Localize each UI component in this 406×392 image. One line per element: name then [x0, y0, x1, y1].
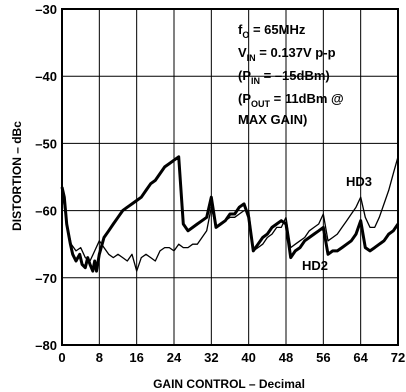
y-tick-label: –70 [35, 271, 57, 286]
x-tick-label: 32 [204, 350, 218, 365]
series-line-hd3 [61, 156, 399, 272]
annotation-line-1: fO = 65MHz [238, 22, 306, 40]
annotation-line-2: VIN = 0.137V p-p [238, 45, 336, 63]
x-tick-label: 56 [316, 350, 330, 365]
x-tick-label: 40 [241, 350, 255, 365]
y-tick-label: –60 [35, 204, 57, 219]
y-tick-label: –50 [35, 136, 57, 151]
series-lines [60, 155, 400, 273]
series-label-hd3: HD3 [346, 174, 372, 189]
x-tick-label: 8 [96, 350, 103, 365]
y-tick-label: –40 [35, 69, 57, 84]
x-tick-label: 48 [279, 350, 293, 365]
x-tick-label: 72 [391, 350, 405, 365]
y-tick-label: –80 [35, 338, 57, 353]
x-tick-label: 24 [167, 350, 182, 365]
y-axis-title: DISTORTION – dBc [10, 121, 24, 231]
x-tick-label: 64 [353, 350, 368, 365]
annotation-line-3: (PIN = –15dBm) [238, 68, 330, 86]
x-axis-title: GAIN CONTROL – Decimal [153, 377, 305, 391]
x-tick-labels: 0 8 16 24 32 40 48 56 64 72 [58, 350, 405, 365]
plot-frame [61, 8, 399, 346]
y-tick-labels: –30 –40 –50 –60 –70 –80 [35, 2, 57, 353]
conditions-annotation: fO = 65MHz VIN = 0.137V p-p (PIN = –15dB… [238, 22, 344, 127]
annotation-line-5: MAX GAIN) [238, 112, 307, 127]
series-label-hd2: HD2 [302, 258, 328, 273]
x-tick-label: 16 [129, 350, 143, 365]
x-tick-label: 0 [58, 350, 65, 365]
y-tick-label: –30 [35, 2, 57, 17]
annotation-line-4: (POUT = 11dBm @ [238, 91, 344, 109]
